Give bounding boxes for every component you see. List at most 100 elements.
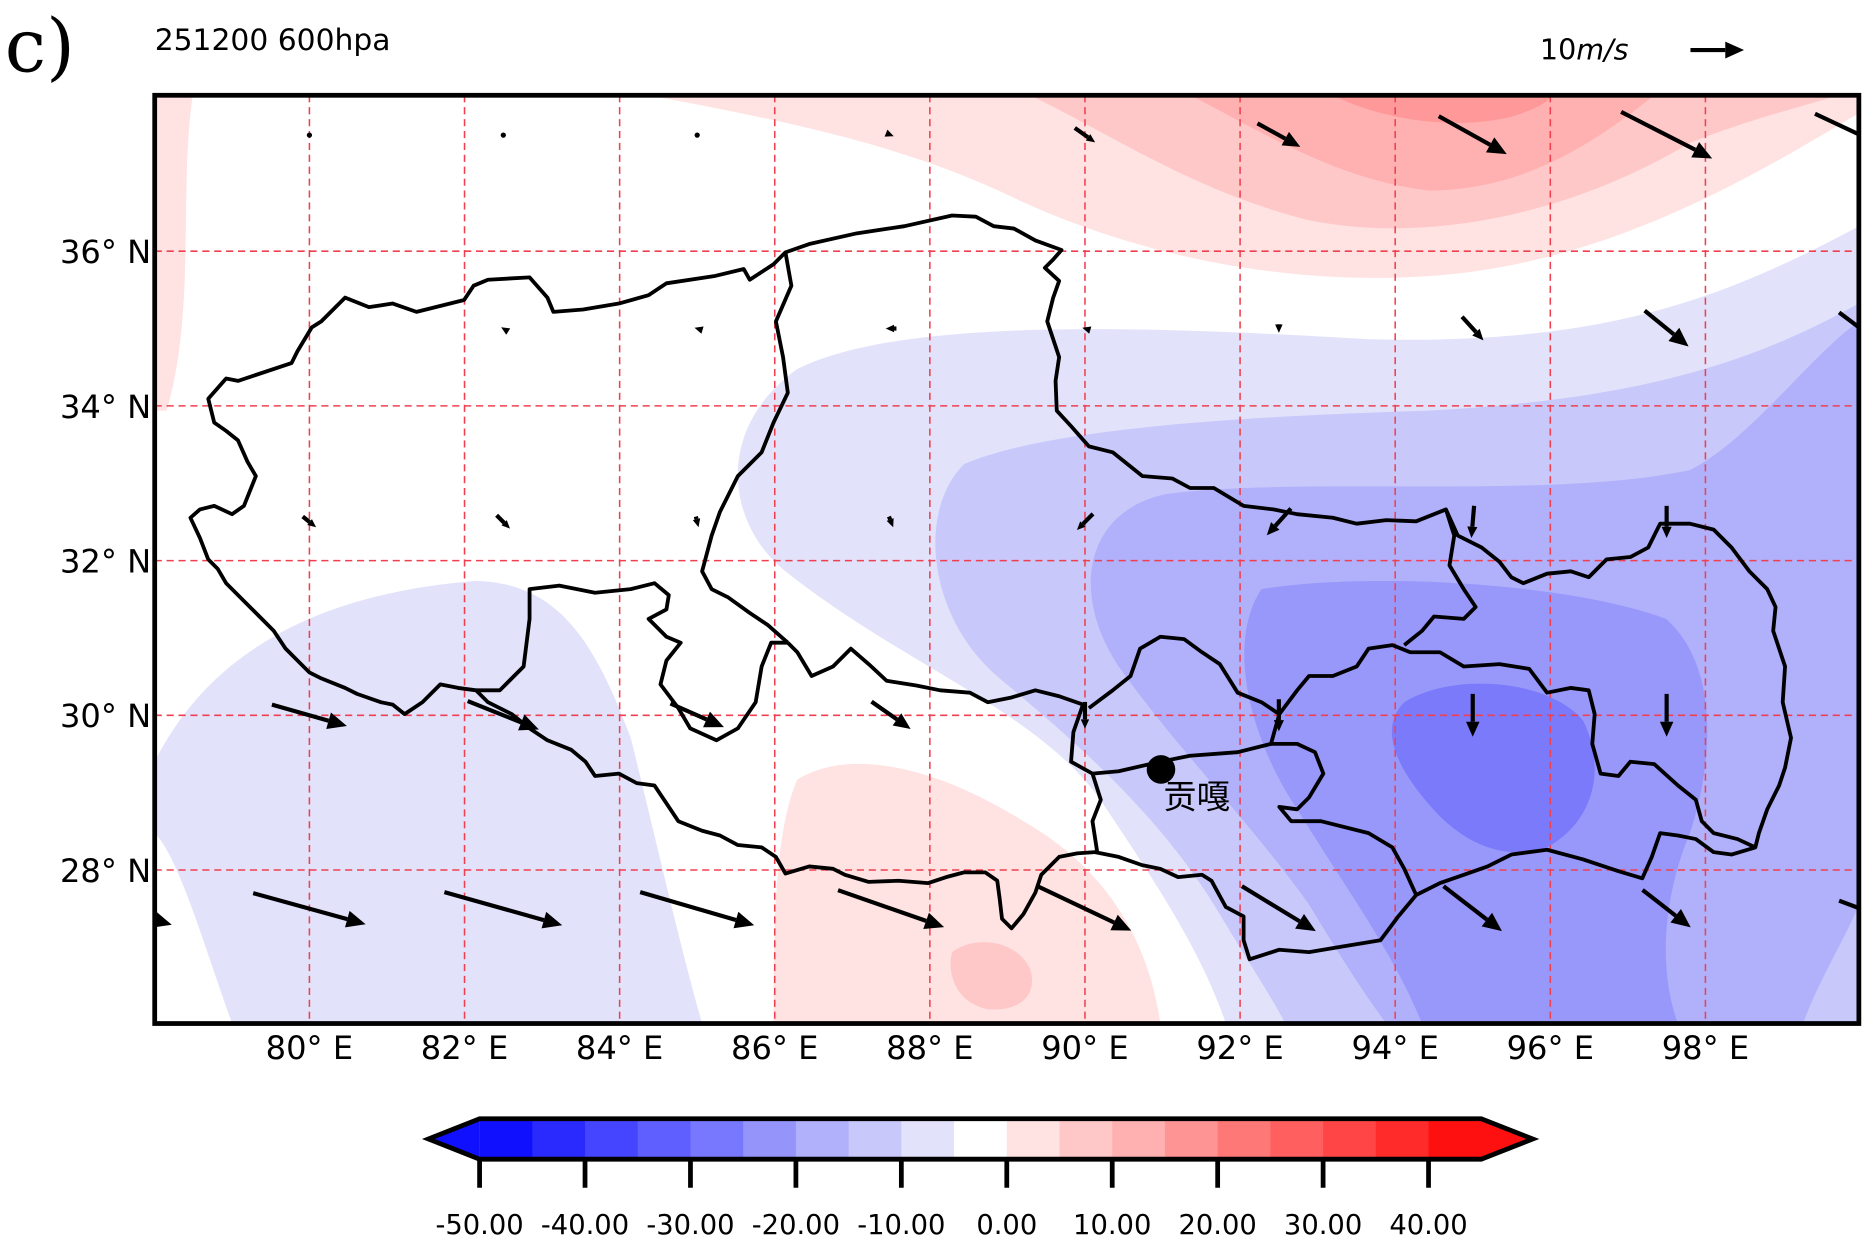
colorbar-swatch [1375, 1118, 1430, 1160]
y-tick-label: 30° N [60, 697, 151, 735]
x-tick-label: 88° E [886, 1029, 973, 1067]
wind-arrow-icon [639, 890, 755, 929]
boundary-lhasa [1069, 634, 1282, 776]
x-tick-label: 82° E [421, 1029, 508, 1067]
boundary-ngari-nagqu [700, 252, 794, 645]
wind-arrow-icon [1080, 701, 1090, 729]
wind-arrow-icon [1273, 699, 1284, 732]
x-tick-label: 98° E [1662, 1029, 1749, 1067]
colorbar-tick-label: -50.00 [435, 1210, 523, 1239]
wind-arrow-icon [1073, 126, 1096, 143]
chart-title: 251200 600hpa [155, 23, 391, 58]
colorbar-extend-low [428, 1118, 480, 1160]
wind-arrow-icon [1467, 505, 1478, 538]
colorbar-swatch [1217, 1118, 1272, 1160]
wind-arrow-icon [1437, 114, 1507, 155]
wind-arrow-icon [884, 129, 894, 137]
boundary-nagqu-south [786, 641, 1084, 707]
colorbar-tick-label: 40.00 [1389, 1210, 1467, 1239]
station-label: 贡嘎 [1163, 778, 1230, 817]
wind-arrow-icon [252, 891, 366, 928]
colorbar-tick-label: -40.00 [541, 1210, 629, 1239]
station-dot [1146, 755, 1176, 784]
x-tick-label: 86° E [731, 1029, 818, 1067]
colorbar-tick-label: -30.00 [646, 1210, 734, 1239]
wind-arrow-icon [271, 702, 347, 730]
reference-arrow-shape [1690, 41, 1745, 59]
panel-label: c) [5, 4, 75, 89]
wind-arrow-icon [495, 513, 510, 529]
boundary-lhasa-shannan [1090, 773, 1103, 853]
colorbar-swatch [1006, 1118, 1061, 1160]
wind-arrow-icon [1442, 884, 1502, 932]
colorbar-swatch [901, 1118, 955, 1160]
wind-arrow-icon [1466, 693, 1480, 737]
wind-arrow-icon [466, 699, 539, 731]
boundary-nyingchi-north [1277, 643, 1757, 850]
wind-arrow-icon [885, 324, 897, 333]
colorbar-tick-label: 20.00 [1178, 1210, 1256, 1239]
contour-fill-pos-0-5-south [773, 763, 1161, 1024]
wind-arrow-icon [1659, 693, 1674, 737]
contour-fill-pos-10-15-north [1190, 95, 1655, 191]
colorbar-swatch [690, 1118, 744, 1160]
wind-arrow-icon [1240, 884, 1316, 932]
x-tick-label: 90° E [1041, 1029, 1128, 1067]
colorbar-swatch [1112, 1118, 1166, 1160]
contour-fill-pos-0-5-west [154, 95, 193, 411]
wind-arrow-icon [870, 699, 911, 729]
wind-arrow-icon [1082, 326, 1092, 334]
wind-arrow-icon [1266, 507, 1293, 536]
wind-arrow-icon [1076, 512, 1095, 530]
wind-arrow-icon [301, 514, 317, 528]
wind-arrow-icon [443, 890, 563, 929]
wind-arrow-icon [1037, 884, 1132, 931]
colorbar-swatch [585, 1118, 639, 1160]
colorbar-tick-label: -20.00 [752, 1210, 840, 1239]
x-tick-label: 92° E [1196, 1029, 1283, 1067]
y-tick-label: 36° N [60, 233, 151, 271]
boundary-shannan-nyingchi [1270, 741, 1418, 896]
colorbar-swatch [848, 1118, 903, 1160]
colorbar-swatch [1059, 1118, 1113, 1160]
boundary-shigatse-west [476, 581, 788, 743]
wind-arrow-icon [669, 701, 724, 728]
colorbar-swatch [637, 1118, 692, 1160]
station-marker: 贡嘎 [1146, 755, 1230, 817]
contour-fill-neg-5-10-southwest [154, 580, 703, 1024]
map-frame [152, 92, 1862, 1026]
colorbar-swatch [795, 1118, 850, 1160]
colorbar-swatch [1164, 1118, 1219, 1160]
wind-arrow-icon [1643, 308, 1689, 347]
contour-fill-pos-5-10-south [950, 942, 1033, 1010]
wind-arrow-icon [1275, 324, 1283, 333]
y-tick-label: 34° N [60, 388, 151, 426]
wind-arrow-icon [1838, 898, 1859, 911]
colorbar: -50.00 -40.00 -30.00 -20.00 -10.00 0.00 10.00 2… [421, 1116, 1540, 1239]
wind-arrow-icon [694, 132, 700, 138]
colorbar-swatch [1428, 1118, 1482, 1160]
wind-arrow-icon [1641, 888, 1691, 928]
tibet-outer-boundary [188, 213, 1793, 962]
wind-arrow-icon [1837, 310, 1859, 330]
wind-arrow-icon [306, 132, 313, 138]
wind-arrow-icon [886, 515, 894, 528]
colorbar-swatch [1270, 1118, 1324, 1160]
wind-arrow-icon [501, 327, 511, 335]
colorbar-tick-label: 10.00 [1073, 1210, 1151, 1239]
colorbar-tick-label: -10.00 [857, 1210, 945, 1239]
boundary-chamdo-west [1403, 508, 1478, 647]
y-tick-label: 28° N [60, 852, 151, 890]
colorbar-swatch [1323, 1118, 1377, 1160]
axis-tick-labels: 80° E 82° E 84° E 86° E 88° E 90° E 92° E 94° E… [60, 233, 1749, 1067]
wind-vectors [154, 110, 1859, 932]
colorbar-extend-high [1481, 1118, 1533, 1160]
colorbar-swatch [532, 1118, 586, 1160]
contour-fill-neg-25-30 [1391, 683, 1595, 853]
colorbar-tick-label: 0.00 [976, 1210, 1037, 1239]
colorbar-swatch [479, 1118, 534, 1160]
y-tick-label: 32° N [60, 542, 151, 580]
x-tick-label: 94° E [1351, 1029, 1438, 1067]
reference-vector-label: 10m/s [1540, 33, 1629, 67]
